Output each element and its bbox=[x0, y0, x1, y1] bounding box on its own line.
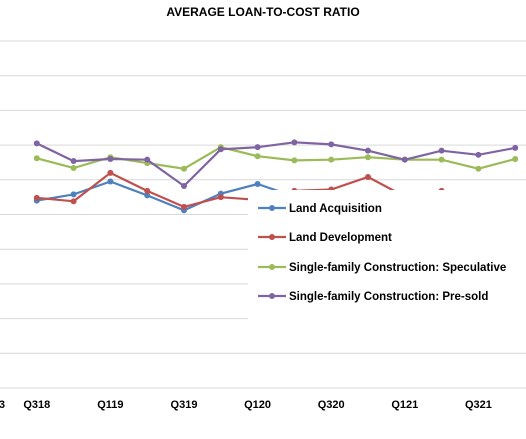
data-point bbox=[438, 147, 445, 154]
data-point bbox=[107, 178, 114, 185]
data-point bbox=[438, 156, 445, 163]
data-point bbox=[291, 139, 298, 146]
data-point bbox=[328, 141, 335, 148]
series-lines bbox=[33, 139, 519, 215]
legend-label: Land Acquisition bbox=[289, 203, 382, 215]
data-point bbox=[475, 165, 482, 172]
data-point bbox=[181, 165, 187, 172]
series-line-4 bbox=[36, 141, 516, 188]
data-point bbox=[70, 191, 77, 198]
data-point bbox=[512, 144, 519, 151]
data-point bbox=[401, 156, 408, 163]
data-point bbox=[70, 158, 77, 165]
data-point bbox=[217, 194, 224, 201]
data-point bbox=[254, 153, 261, 160]
x-tick-label: Q121 bbox=[391, 399, 418, 411]
data-point bbox=[512, 155, 519, 162]
x-tick-label: Q320 bbox=[318, 399, 345, 411]
chart-title: AVERAGE LOAN-TO-COST RATIO bbox=[166, 5, 359, 19]
data-point bbox=[144, 192, 151, 199]
x-tick-label: 3 bbox=[0, 399, 5, 411]
data-point bbox=[365, 147, 371, 154]
x-tick-label: Q318 bbox=[23, 399, 50, 411]
x-tick-label: Q319 bbox=[171, 399, 198, 411]
data-point bbox=[365, 174, 371, 181]
legend-swatch-marker bbox=[269, 264, 275, 270]
legend: Land Acquisition Land Development Single-f… bbox=[248, 190, 526, 320]
data-point bbox=[217, 146, 224, 153]
data-point bbox=[181, 203, 187, 210]
legend-swatch-marker bbox=[269, 293, 275, 299]
data-point bbox=[144, 156, 151, 163]
x-tick-label: Q120 bbox=[244, 399, 271, 411]
legend-label: Single-family Construction: Pre-sold bbox=[289, 291, 488, 303]
data-point bbox=[475, 151, 482, 158]
data-point bbox=[33, 194, 40, 201]
data-point bbox=[107, 155, 114, 162]
data-point bbox=[70, 198, 77, 205]
legend-label: Single-family Construction: Speculative bbox=[289, 262, 506, 274]
x-axis-tick-labels: 3 Q318 Q119 Q319 Q120 Q320 Q121 Q321 bbox=[0, 399, 492, 411]
data-point bbox=[33, 155, 40, 162]
data-point bbox=[254, 180, 261, 187]
data-point bbox=[254, 144, 261, 151]
data-point bbox=[291, 157, 298, 164]
data-point bbox=[181, 183, 187, 190]
legend-swatch-marker bbox=[269, 205, 275, 211]
x-tick-label: Q119 bbox=[97, 399, 123, 411]
legend-label: Land Development bbox=[289, 232, 392, 244]
data-point bbox=[328, 156, 335, 163]
data-point bbox=[365, 154, 371, 161]
legend-swatch-marker bbox=[269, 234, 275, 240]
data-point bbox=[33, 140, 40, 147]
data-point bbox=[144, 187, 151, 194]
x-tick-label: Q321 bbox=[465, 399, 492, 411]
legend-background bbox=[248, 190, 526, 320]
data-point bbox=[70, 165, 77, 172]
data-point bbox=[107, 169, 114, 176]
